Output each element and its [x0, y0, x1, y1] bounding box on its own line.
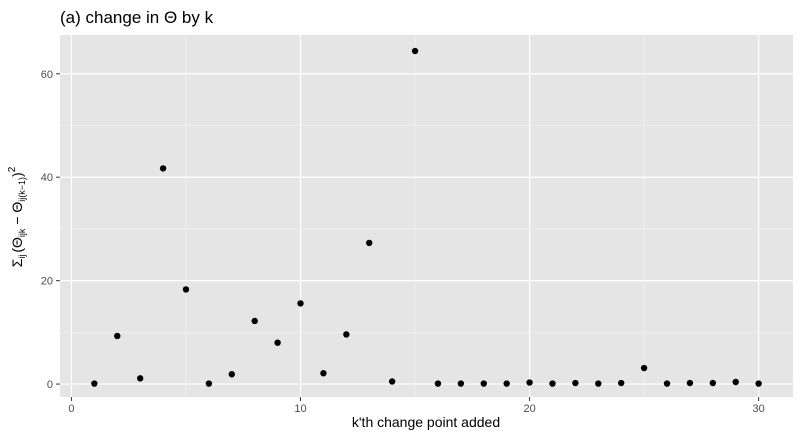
data-point: [136, 375, 144, 382]
y-label-theta1: Θ: [9, 237, 25, 248]
data-point: [320, 370, 327, 377]
data-point: [434, 380, 442, 387]
y-tick-label: 20: [41, 276, 53, 288]
data-point: [182, 286, 190, 293]
data-point: [251, 317, 258, 325]
data-point: [686, 379, 694, 387]
y-axis-ticks: 0 20 40 60: [41, 69, 60, 391]
x-tick-label: 20: [523, 403, 535, 415]
data-point: [343, 331, 350, 338]
x-tick-label: 0: [68, 403, 74, 415]
data-point: [526, 379, 533, 386]
y-label-sum: Σ: [9, 258, 25, 267]
grid-major: [60, 35, 793, 397]
x-tick-label: 10: [294, 403, 306, 415]
data-point: [732, 378, 739, 386]
data-point: [549, 380, 556, 387]
y-label-sum-sub: ij: [17, 255, 27, 259]
data-point: [297, 300, 304, 307]
data-point: [91, 380, 98, 387]
data-point: [755, 380, 762, 387]
y-label-open: (: [9, 248, 25, 253]
y-label-sub1: ijk: [17, 228, 27, 237]
y-label-close: ): [9, 172, 25, 177]
data-point: [457, 380, 465, 387]
y-tick-label: 40: [41, 172, 53, 184]
data-point: [114, 332, 121, 340]
y-tick-label: 60: [41, 69, 53, 81]
y-tick-label: 0: [47, 379, 53, 391]
panel-background: [60, 35, 793, 397]
y-label-sup: 2: [7, 166, 18, 172]
y-axis-label: Σij(Θijk − Θij(k−1))2: [7, 166, 27, 267]
data-point: [640, 364, 648, 372]
x-axis-ticks: 0 10 20 30: [68, 397, 765, 415]
data-point: [663, 380, 671, 387]
y-label-sub2: ij(k−1): [17, 177, 27, 202]
x-axis-label: k'th change point added: [352, 414, 500, 430]
data-point: [572, 379, 579, 387]
data-point: [411, 47, 419, 55]
data-point: [388, 378, 396, 385]
data-point: [618, 379, 625, 387]
data-point: [595, 380, 602, 387]
data-point: [159, 165, 167, 172]
y-label-theta2: Θ: [9, 202, 25, 213]
data-point: [274, 339, 281, 346]
y-label-minus: −: [9, 213, 25, 229]
data-points: [91, 47, 762, 387]
chart-title: (a) change in Θ by k: [60, 8, 214, 27]
data-point: [366, 239, 373, 247]
data-point: [205, 380, 213, 387]
grid-minor: [60, 35, 793, 397]
data-point: [709, 379, 717, 387]
x-tick-label: 30: [753, 403, 765, 415]
data-point: [480, 380, 487, 387]
data-point: [503, 380, 510, 387]
data-point: [228, 371, 235, 378]
